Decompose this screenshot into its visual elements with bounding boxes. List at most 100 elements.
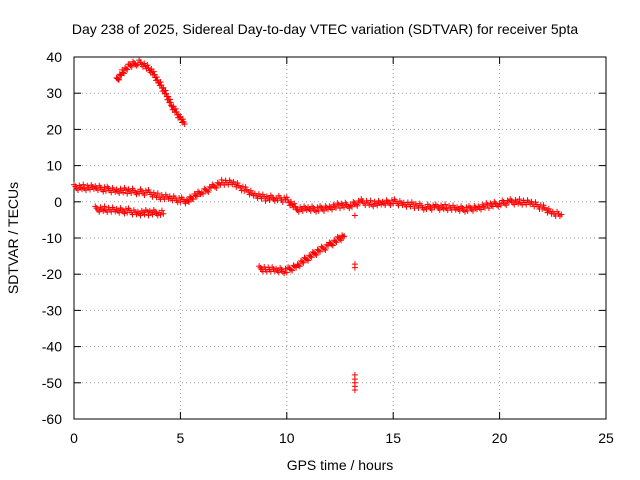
- y-tick-label: -40: [42, 339, 62, 355]
- data-point: [116, 209, 123, 216]
- data-point: [341, 233, 348, 240]
- data-point: [462, 208, 469, 215]
- x-tick-label: 0: [70, 430, 78, 446]
- data-point: [299, 258, 306, 265]
- data-point: [200, 190, 207, 197]
- data-point: [262, 197, 269, 204]
- data-point: [215, 180, 222, 187]
- data-point: [327, 204, 334, 211]
- data-point: [321, 245, 328, 252]
- data-point: [185, 198, 192, 205]
- data-point: [539, 206, 546, 213]
- data-point: [283, 194, 290, 201]
- data-point: [544, 209, 551, 216]
- data-point: [337, 235, 343, 242]
- data-point: [115, 76, 122, 83]
- data-point: [496, 200, 503, 207]
- data-point: [315, 247, 322, 254]
- data-point: [154, 190, 161, 197]
- data-point: [124, 66, 131, 73]
- data-point: [442, 201, 449, 208]
- data-point: [468, 206, 475, 213]
- data-point: [150, 68, 157, 75]
- data-point: [338, 237, 345, 244]
- data-point: [329, 206, 336, 213]
- data-point: [331, 203, 338, 210]
- data-point: [121, 70, 128, 77]
- data-point: [497, 202, 504, 209]
- data-point: [184, 197, 191, 204]
- data-point: [322, 246, 329, 253]
- data-point: [176, 194, 183, 201]
- data-point: [162, 87, 169, 94]
- data-point: [144, 208, 151, 215]
- data-point: [556, 212, 563, 219]
- data-point: [303, 206, 310, 213]
- y-tick-label: -10: [42, 230, 62, 246]
- x-axis-ticks: 0 5 10 15 20 25: [70, 57, 614, 446]
- data-point: [288, 198, 295, 205]
- data-point: [128, 190, 135, 197]
- data-point: [287, 266, 294, 273]
- data-point: [367, 197, 374, 204]
- data-point: [350, 198, 357, 205]
- data-point: [157, 211, 164, 218]
- data-point: [470, 207, 476, 214]
- data-point: [133, 191, 140, 198]
- data-point: [291, 200, 298, 207]
- data-point: [558, 211, 565, 218]
- data-point: [382, 201, 389, 208]
- data-point: [157, 79, 164, 86]
- data-point: [467, 204, 474, 211]
- data-point: [379, 198, 386, 205]
- data-point: [145, 212, 152, 219]
- data-point: [305, 257, 312, 264]
- data-point: [464, 207, 471, 214]
- data-point: [275, 269, 282, 276]
- y-tick-label: -60: [42, 411, 62, 427]
- data-point: [192, 192, 199, 199]
- data-point: [384, 198, 391, 205]
- data-point: [428, 206, 435, 213]
- data-point: [82, 187, 89, 194]
- data-point: [337, 205, 343, 212]
- y-tick-label: 0: [54, 194, 62, 210]
- data-point: [119, 69, 126, 76]
- data-point: [380, 200, 387, 207]
- data-point: [127, 62, 134, 69]
- data-point: [488, 201, 495, 208]
- data-point: [296, 263, 303, 270]
- data-point: [340, 204, 347, 211]
- data-point: [485, 205, 492, 212]
- data-points: [71, 57, 565, 394]
- data-point: [466, 203, 473, 210]
- data-point: [120, 189, 127, 196]
- y-tick-label: -50: [42, 375, 62, 391]
- data-point: [383, 197, 390, 204]
- data-point: [332, 238, 339, 245]
- data-point: [351, 264, 358, 271]
- data-point: [101, 203, 108, 210]
- data-point: [90, 185, 97, 192]
- data-point: [281, 270, 288, 277]
- data-point: [116, 190, 123, 197]
- series-rising-segment: [256, 232, 348, 277]
- data-point: [80, 181, 87, 188]
- data-point: [495, 203, 502, 210]
- data-point: [211, 183, 218, 190]
- data-point: [193, 193, 200, 200]
- data-point: [328, 241, 335, 248]
- data-point: [356, 199, 363, 206]
- x-tick-label: 20: [492, 430, 508, 446]
- data-point: [295, 208, 302, 215]
- data-point: [431, 204, 438, 211]
- data-point: [295, 262, 302, 269]
- data-point: [354, 202, 361, 209]
- data-point: [321, 207, 328, 214]
- data-point: [329, 242, 336, 249]
- data-point: [303, 256, 310, 263]
- data-point: [213, 184, 220, 191]
- data-point: [124, 190, 131, 197]
- data-point: [283, 269, 290, 276]
